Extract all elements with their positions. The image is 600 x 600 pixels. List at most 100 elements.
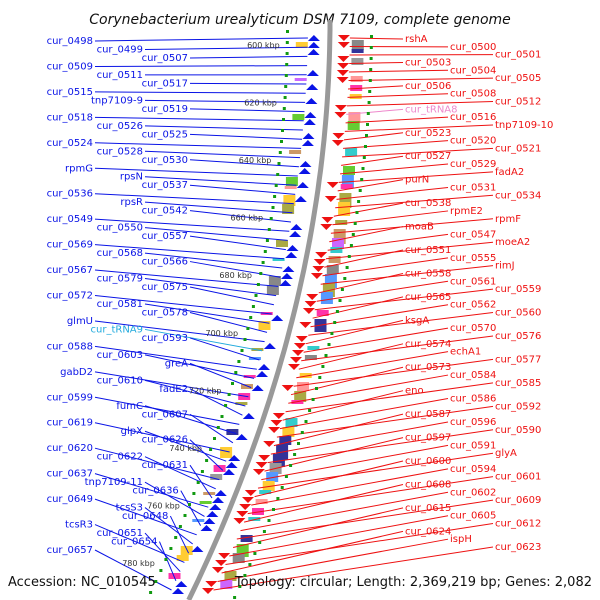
left-gene-label: cur_0637: [47, 469, 93, 480]
forward-gene-arrow: [304, 112, 317, 118]
cog-block: [232, 553, 245, 563]
cog-block: [292, 114, 305, 120]
label-connector: [217, 538, 449, 582]
left-gene-label: cur_0525: [142, 129, 188, 140]
reverse-gene-arrow: [272, 413, 285, 419]
tick-dot: [209, 448, 213, 451]
label-connector: [94, 345, 257, 370]
right-gene-label: cur_0551: [405, 245, 451, 256]
cog-color-track: [168, 40, 364, 589]
tick-dot: [196, 481, 200, 484]
tick-dot: [321, 365, 325, 368]
label-connector: [301, 335, 494, 362]
cog-block: [255, 499, 268, 504]
right-gene-label: cur_0529: [450, 159, 496, 170]
label-connector: [144, 252, 283, 269]
cog-block: [338, 202, 351, 216]
label-connector: [144, 46, 308, 50]
tick-dot: [169, 547, 173, 550]
right-gene-label: moaB: [405, 222, 434, 233]
genome-backbone: [186, 20, 333, 600]
label-connector: [144, 201, 293, 214]
label-connector: [94, 447, 220, 481]
forward-gene-arrow: [222, 469, 235, 475]
label-connector: [282, 390, 404, 421]
label-connector: [330, 218, 494, 234]
tick-dot: [231, 382, 234, 385]
tick-dot: [285, 52, 289, 55]
cog-block: [330, 247, 343, 253]
tick-dot: [349, 244, 353, 247]
tick-dot: [276, 173, 280, 176]
label-connector: [293, 358, 494, 387]
left-gene-label: cur_0620: [47, 443, 93, 454]
label-connector: [236, 499, 494, 540]
tick-dot: [368, 90, 372, 93]
left-gene-label: cur_0654: [111, 537, 157, 548]
forward-gene-arrow: [203, 518, 216, 524]
left-gene-label: cur_0568: [97, 248, 143, 259]
cog-block: [282, 427, 295, 437]
label-connector: [144, 532, 181, 572]
left-gene-label: cur_0599: [47, 392, 93, 403]
tick-dot: [281, 129, 284, 132]
left-gene-label: cur_0526: [97, 121, 143, 132]
tick-dot: [258, 541, 262, 544]
label-connector: [298, 343, 404, 370]
label-connector: [158, 541, 177, 581]
left-gene-label: cur_0530: [142, 155, 188, 166]
right-gene-label: cur_0594: [450, 464, 496, 475]
tick-dot: [237, 360, 241, 363]
left-gene-label: greA: [165, 358, 188, 369]
cog-block: [328, 256, 341, 263]
left-gene-label: cur_0622: [97, 452, 143, 463]
tick-dot: [308, 409, 312, 412]
cog-block: [268, 276, 281, 286]
label-connector: [94, 167, 298, 177]
cog-block: [351, 40, 364, 50]
right-gene-label: cur_0605: [450, 511, 496, 522]
left-gene-label: tnp7109-11: [85, 477, 143, 488]
tick-dot: [272, 508, 275, 511]
cog-block: [285, 418, 298, 427]
reverse-gene-arrow: [288, 364, 300, 370]
left-gene-label: cur_0511: [97, 70, 143, 81]
label-connector: [340, 163, 449, 175]
label-connector: [349, 61, 404, 64]
reverse-gene-arrow: [242, 497, 254, 503]
forward-gene-arrow: [280, 273, 293, 279]
left-gene-label: cur_0588: [47, 341, 93, 352]
tick-dot: [357, 200, 361, 203]
left-gene-label: cur_0509: [47, 61, 93, 72]
cog-block: [350, 76, 363, 82]
forward-gene-arrow: [299, 161, 312, 167]
tick-dot: [277, 162, 281, 165]
forward-gene-arrow: [191, 546, 204, 552]
label-connector: [144, 328, 263, 352]
label-connector: [94, 116, 304, 122]
tick-dot: [293, 453, 297, 456]
tick-dot: [360, 178, 364, 181]
reverse-gene-arrow: [337, 63, 350, 69]
right-gene-labels: rshAcur_0500cur_0501cur_0503cur_0504cur_…: [405, 34, 553, 553]
kbp-tick-label: 720 kbp: [189, 386, 222, 395]
label-connector: [338, 171, 494, 183]
left-gene-label: cur_0648: [122, 511, 168, 522]
left-gene-label: cur_0549: [47, 214, 93, 225]
label-connector: [144, 150, 301, 159]
right-gene-label: cur_0609: [495, 495, 541, 506]
left-gene-label: cur_0572: [47, 291, 93, 302]
tick-dot: [278, 151, 282, 154]
left-gene-label: glpX: [121, 426, 143, 437]
cog-block: [192, 519, 205, 522]
label-connector: [189, 286, 275, 306]
tick-dot: [355, 211, 359, 214]
label-connector: [144, 379, 246, 407]
reverse-gene-arrow: [310, 273, 323, 279]
label-connector: [189, 261, 281, 278]
cog-block: [320, 292, 333, 304]
label-connector: [94, 193, 294, 205]
cog-block: [279, 436, 292, 445]
forward-gene-arrow: [298, 168, 311, 174]
right-gene-label: cur_0591: [450, 440, 496, 451]
